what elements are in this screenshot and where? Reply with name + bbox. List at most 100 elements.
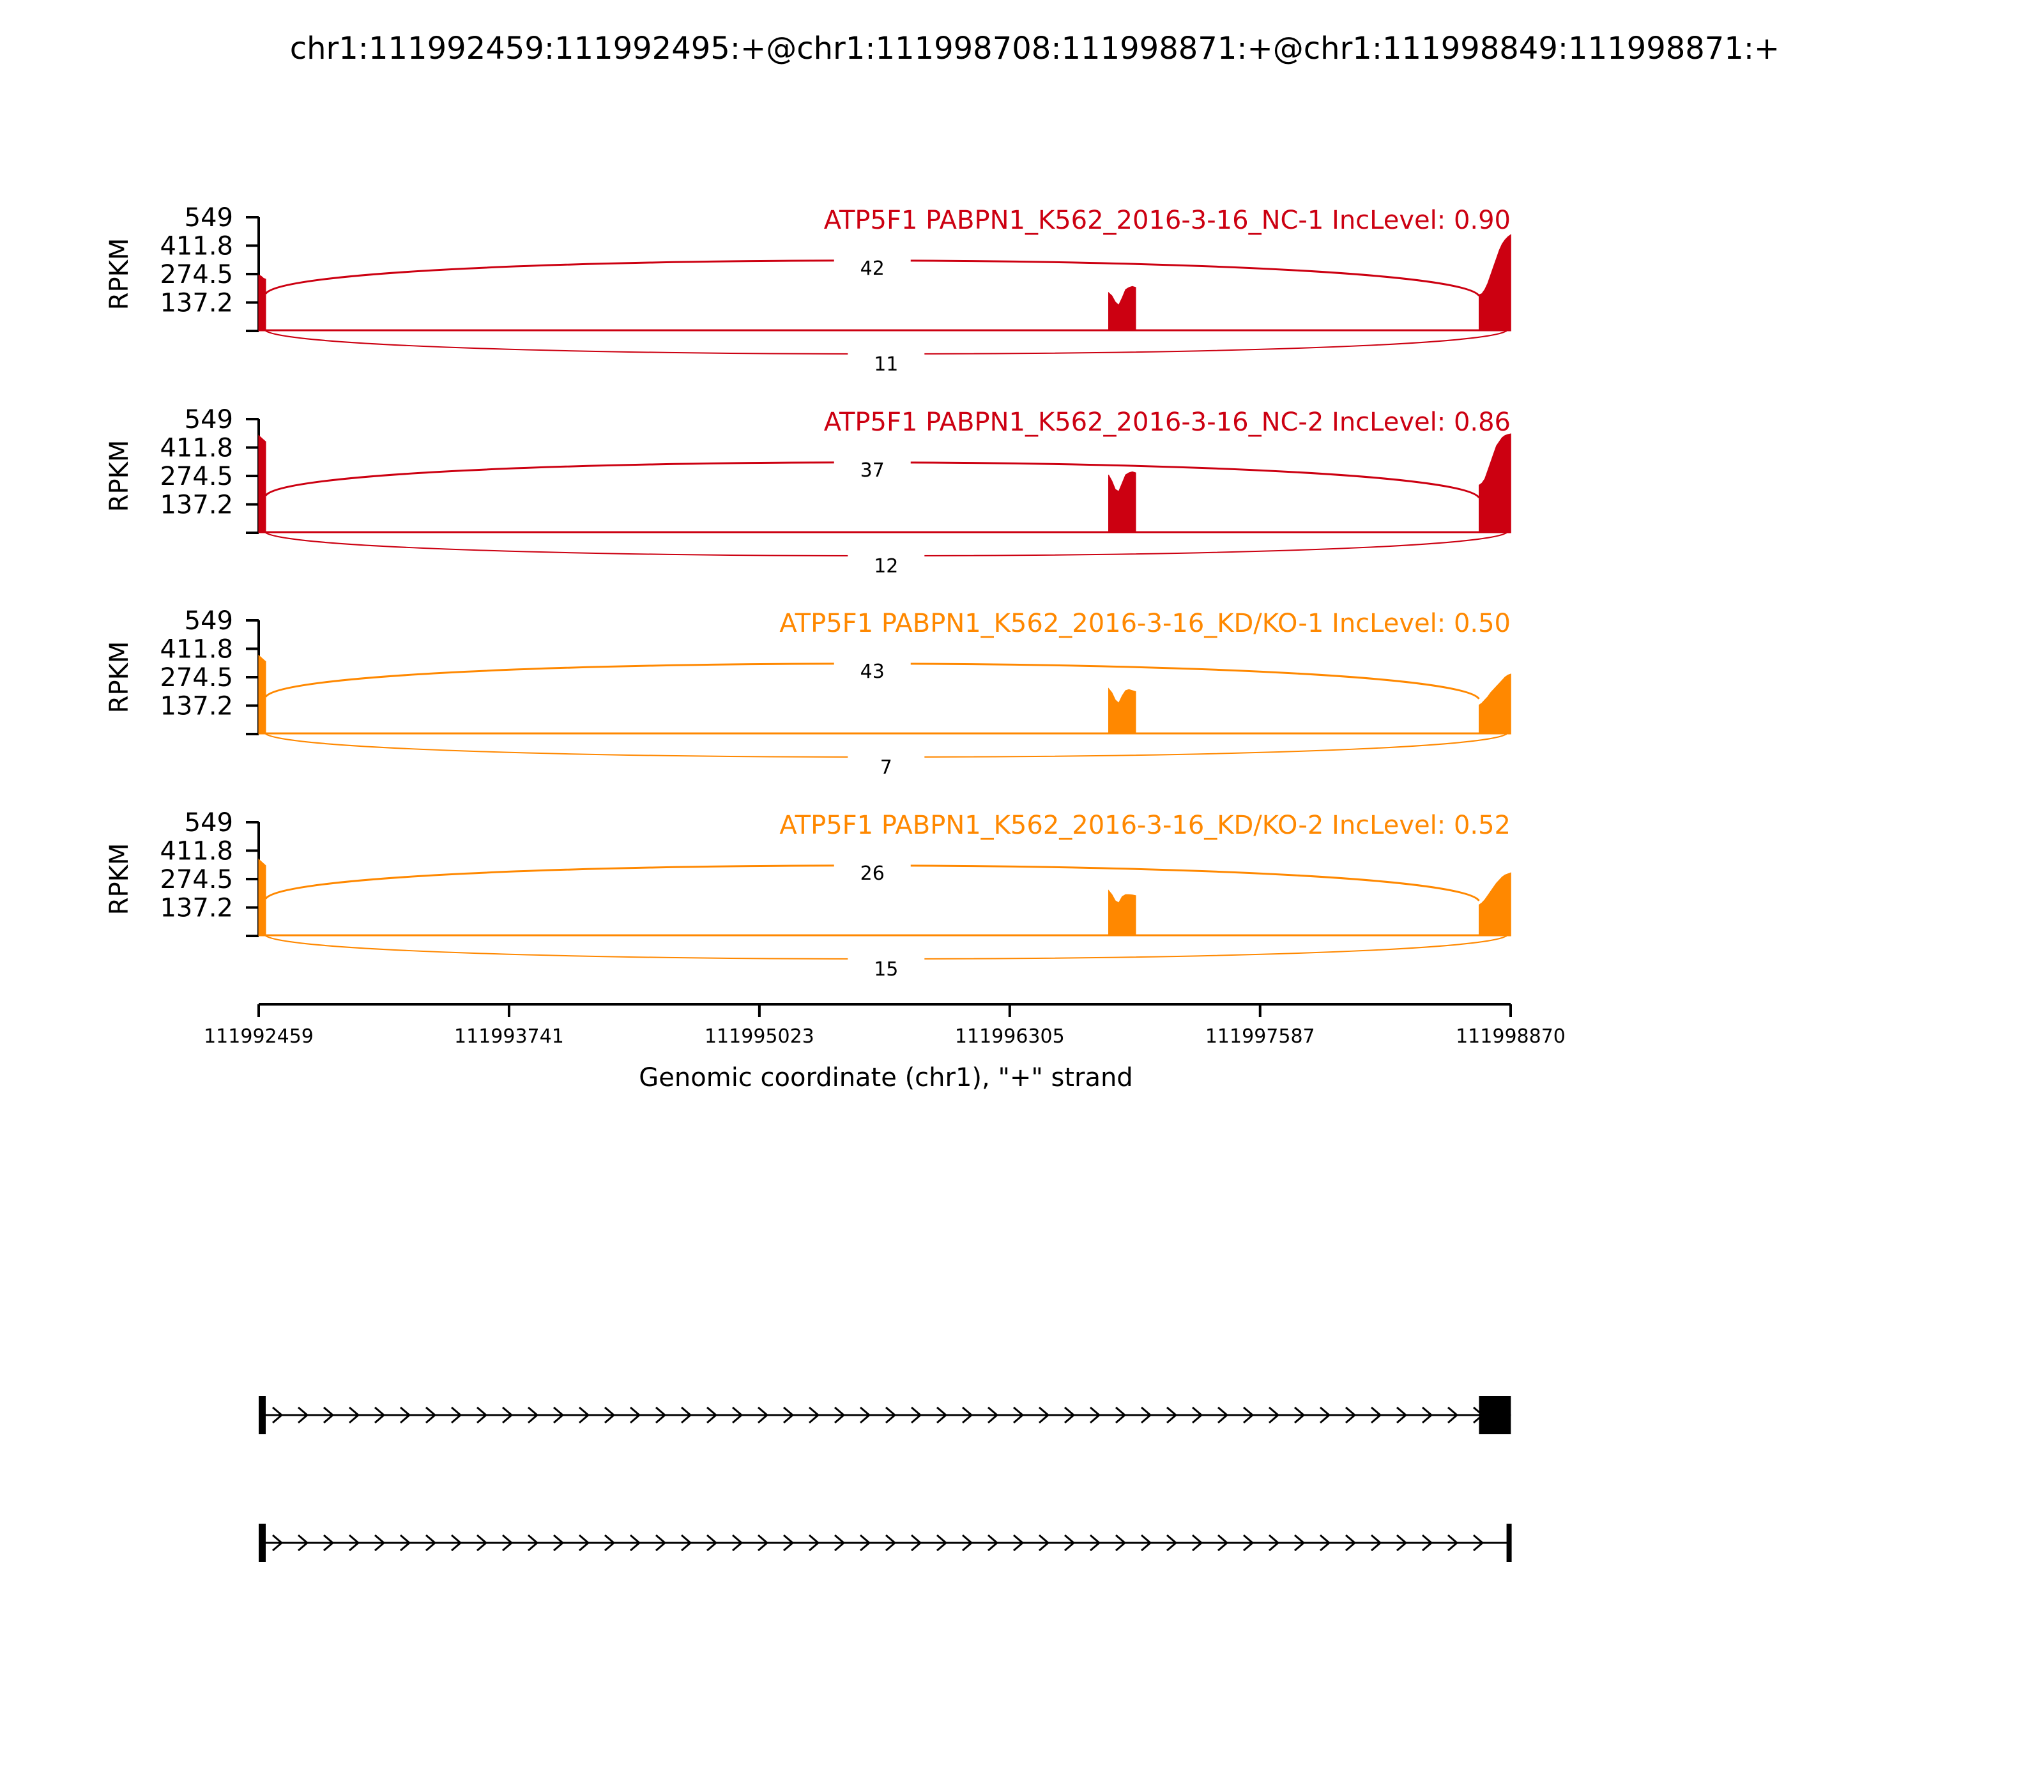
exon-block — [1479, 1396, 1511, 1434]
strand-arrow-icon — [1039, 1406, 1050, 1424]
strand-arrow-icon — [1064, 1534, 1076, 1552]
strand-arrow-icon — [1039, 1534, 1050, 1552]
coverage-area — [258, 274, 266, 332]
junction-arc — [265, 330, 1507, 355]
isoform-2 — [259, 1524, 1512, 1562]
strand-arrow-icon — [1064, 1406, 1076, 1424]
strand-arrow-icon — [1166, 1406, 1178, 1424]
strand-arrow-icon — [1269, 1406, 1280, 1424]
coverage-area — [258, 434, 266, 533]
exon-block — [259, 1396, 266, 1434]
y-tick-label: 274.5 — [160, 260, 233, 289]
strand-arrow-icon — [553, 1534, 565, 1552]
y-tick-label: 274.5 — [160, 865, 233, 894]
track-title: ATP5F1 PABPN1_K562_2016-3-16_KD/KO-1 Inc… — [779, 609, 1511, 638]
strand-arrow-icon — [400, 1406, 411, 1424]
coverage-area — [1479, 673, 1511, 735]
isoform-1 — [259, 1396, 1511, 1434]
junction-count: 11 — [874, 353, 898, 376]
strand-arrow-icon — [809, 1406, 820, 1424]
strand-arrow-icon — [911, 1406, 922, 1424]
strand-arrow-icon — [1013, 1406, 1025, 1424]
coverage-area — [1108, 687, 1136, 735]
figure-title: chr1:111992459:111992495:+@chr1:11199870… — [290, 31, 1780, 66]
strand-arrow-icon — [579, 1534, 590, 1552]
y-tick-label: 137.2 — [160, 289, 233, 318]
strand-arrow-icon — [1320, 1534, 1331, 1552]
strand-arrow-icon — [936, 1534, 948, 1552]
strand-arrow-icon — [962, 1534, 973, 1552]
strand-arrow-icon — [1447, 1406, 1459, 1424]
strand-arrow-icon — [1115, 1534, 1127, 1552]
strand-arrow-icon — [732, 1534, 744, 1552]
strand-arrow-icon — [272, 1534, 284, 1552]
track-title: ATP5F1 PABPN1_K562_2016-3-16_NC-1 IncLev… — [824, 206, 1511, 235]
strand-arrow-icon — [962, 1406, 973, 1424]
y-axis-label: RPKM — [105, 440, 134, 512]
strand-arrow-icon — [374, 1406, 386, 1424]
y-axis-label: RPKM — [105, 843, 134, 915]
y-tick-label: 549 — [185, 606, 233, 636]
coverage-area — [258, 858, 266, 937]
strand-arrow-icon — [451, 1406, 462, 1424]
junction-arc — [265, 935, 1507, 960]
y-axis-label: RPKM — [105, 641, 134, 714]
track-title: ATP5F1 PABPN1_K562_2016-3-16_NC-2 IncLev… — [824, 408, 1511, 437]
strand-arrow-icon — [1243, 1406, 1255, 1424]
strand-arrow-icon — [477, 1534, 488, 1552]
junction-count-bg — [848, 756, 925, 779]
junction-count: 15 — [874, 958, 898, 981]
y-tick-label: 549 — [185, 203, 233, 233]
junction-count: 26 — [860, 862, 885, 885]
strand-arrow-icon — [425, 1406, 437, 1424]
strand-arrow-icon — [579, 1406, 590, 1424]
coverage-area — [1108, 471, 1136, 533]
junction-count: 37 — [860, 459, 885, 482]
y-tick-label: 549 — [185, 808, 233, 838]
strand-arrow-icon — [349, 1406, 360, 1424]
strand-arrow-icon — [1115, 1406, 1127, 1424]
strand-arrow-icon — [681, 1534, 692, 1552]
strand-arrow-icon — [1192, 1534, 1203, 1552]
strand-arrow-icon — [1320, 1406, 1331, 1424]
x-axis: 111992459 111993741 111995023 111996305 1119… — [204, 1003, 1566, 1048]
coverage-area — [1479, 433, 1511, 533]
exon-block — [1506, 1524, 1512, 1562]
strand-arrow-icon — [1243, 1534, 1255, 1552]
strand-arrow-icon — [1269, 1534, 1280, 1552]
strand-arrow-icon — [885, 1534, 897, 1552]
strand-arrow-icon — [1141, 1534, 1152, 1552]
strand-arrow-icon — [936, 1406, 948, 1424]
y-tick-label: 411.8 — [160, 634, 233, 664]
strand-arrow-icon — [477, 1406, 488, 1424]
strand-arrow-icon — [451, 1534, 462, 1552]
strand-arrow-icon — [323, 1406, 335, 1424]
y-tick-label: 411.8 — [160, 836, 233, 866]
x-tick-label: 111996305 — [955, 1025, 1065, 1048]
strand-arrow-icon — [1396, 1406, 1408, 1424]
strand-arrow-icon — [1217, 1534, 1229, 1552]
strand-arrow-icon — [834, 1534, 846, 1552]
strand-arrow-icon — [1013, 1534, 1025, 1552]
junction-count-bg — [834, 660, 911, 683]
strand-arrow-icon — [988, 1534, 999, 1552]
strand-arrow-icon — [502, 1534, 514, 1552]
strand-arrow-icon — [630, 1534, 641, 1552]
x-tick-label: 111995023 — [705, 1025, 814, 1048]
x-tick-label: 111992459 — [204, 1025, 314, 1048]
strand-arrow-icon — [681, 1406, 692, 1424]
strand-arrow-icon — [1371, 1534, 1382, 1552]
junction-count: 42 — [860, 257, 885, 280]
strand-arrow-icon — [528, 1534, 539, 1552]
strand-arrow-icon — [655, 1534, 667, 1552]
y-axis-label: RPKM — [105, 238, 134, 310]
strand-arrow-icon — [502, 1406, 514, 1424]
y-tick-label: 137.2 — [160, 894, 233, 923]
x-tick-label: 111997587 — [1205, 1025, 1315, 1048]
strand-arrow-icon — [1090, 1406, 1101, 1424]
strand-arrow-icon — [1473, 1534, 1484, 1552]
junction-count-bg — [848, 555, 925, 578]
strand-arrow-icon — [349, 1534, 360, 1552]
